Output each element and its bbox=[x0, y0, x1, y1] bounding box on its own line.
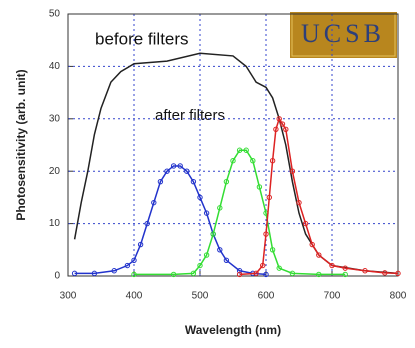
marker bbox=[197, 262, 203, 269]
marker bbox=[269, 158, 276, 164]
marker bbox=[170, 271, 177, 278]
marker bbox=[289, 168, 296, 174]
y-tick-label: 20 bbox=[49, 166, 61, 177]
marker bbox=[71, 270, 78, 277]
x-axis-label: Wavelength (nm) bbox=[185, 323, 281, 337]
marker bbox=[164, 168, 170, 174]
marker bbox=[256, 184, 263, 190]
marker bbox=[190, 270, 197, 277]
marker bbox=[316, 252, 322, 258]
marker bbox=[266, 194, 272, 201]
series-line bbox=[73, 52, 399, 275]
marker bbox=[276, 116, 282, 122]
marker bbox=[157, 178, 164, 185]
logo-box bbox=[290, 12, 397, 58]
marker bbox=[144, 220, 150, 227]
logo-text: UCSB bbox=[301, 19, 385, 48]
x-tick-label: 800 bbox=[390, 291, 407, 302]
marker bbox=[296, 199, 302, 206]
x-tick-label: 300 bbox=[60, 291, 77, 302]
marker bbox=[91, 270, 98, 277]
y-tick-label: 30 bbox=[49, 113, 61, 124]
marker bbox=[263, 271, 269, 278]
annotation: before filters bbox=[95, 29, 189, 48]
marker bbox=[276, 265, 282, 271]
marker bbox=[210, 231, 216, 237]
marker bbox=[302, 220, 309, 227]
marker bbox=[131, 257, 137, 263]
marker bbox=[342, 265, 348, 271]
marker bbox=[217, 247, 223, 253]
marker bbox=[151, 199, 157, 206]
marker bbox=[309, 241, 315, 248]
marker bbox=[137, 241, 144, 248]
marker bbox=[223, 178, 230, 185]
series-line bbox=[239, 117, 399, 276]
marker bbox=[124, 262, 131, 269]
marker bbox=[203, 252, 210, 258]
marker bbox=[289, 270, 296, 277]
marker bbox=[170, 163, 177, 169]
marker bbox=[269, 247, 276, 253]
x-tick-label: 400 bbox=[126, 291, 143, 302]
series-line bbox=[134, 149, 346, 276]
x-tick-label: 700 bbox=[324, 291, 341, 302]
marker bbox=[273, 126, 279, 132]
y-axis-label: Photosensitivity (arb. unit) bbox=[14, 69, 28, 220]
marker bbox=[263, 231, 269, 237]
x-tick-label: 500 bbox=[192, 291, 209, 302]
marker bbox=[279, 121, 286, 127]
marker bbox=[111, 268, 117, 274]
y-tick-label: 40 bbox=[49, 61, 61, 72]
marker bbox=[253, 270, 259, 277]
marker bbox=[342, 271, 348, 278]
marker bbox=[395, 270, 401, 277]
series-line bbox=[74, 165, 267, 276]
y-tick-label: 0 bbox=[54, 271, 60, 282]
marker bbox=[203, 210, 210, 216]
plot-frame bbox=[67, 13, 399, 277]
marker bbox=[217, 205, 223, 211]
marker bbox=[190, 178, 197, 185]
marker bbox=[230, 158, 236, 164]
annotation: after filters bbox=[155, 107, 225, 124]
x-tick-label: 600 bbox=[258, 291, 275, 302]
marker bbox=[177, 163, 183, 169]
marker bbox=[260, 262, 266, 269]
y-tick-label: 10 bbox=[49, 218, 61, 229]
marker bbox=[316, 271, 322, 278]
marker bbox=[197, 194, 203, 201]
marker bbox=[236, 147, 243, 153]
marker bbox=[236, 271, 243, 278]
marker bbox=[250, 158, 256, 164]
marker bbox=[223, 257, 230, 263]
marker bbox=[131, 271, 137, 278]
marker bbox=[184, 168, 190, 174]
marker bbox=[236, 268, 243, 274]
marker bbox=[283, 126, 289, 132]
marker bbox=[243, 147, 249, 153]
marker bbox=[382, 270, 388, 276]
y-tick-label: 50 bbox=[49, 9, 61, 20]
marker bbox=[329, 262, 335, 269]
marker bbox=[362, 268, 368, 274]
